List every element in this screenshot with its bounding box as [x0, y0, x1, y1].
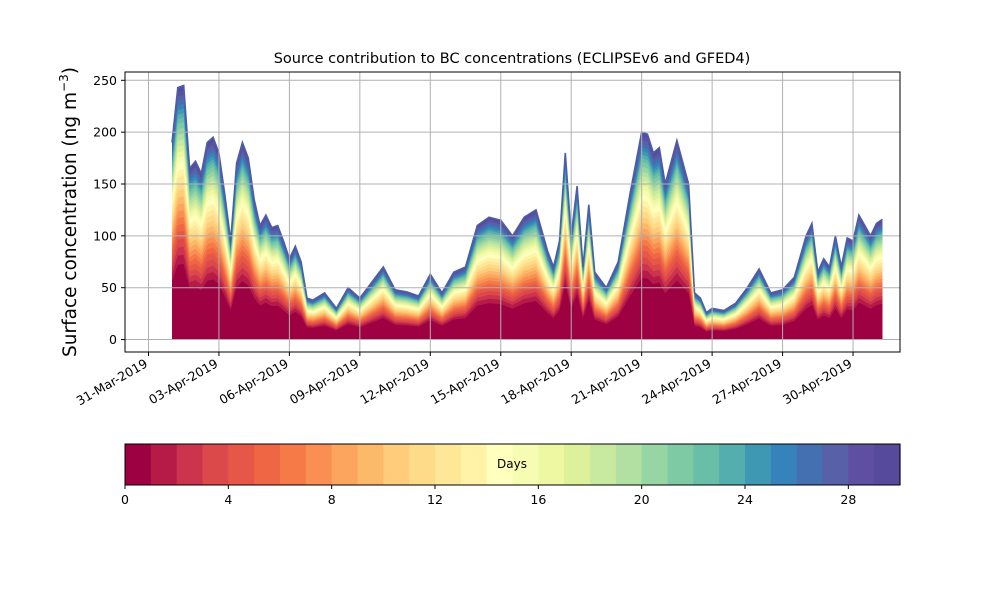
colorbar-swatch — [641, 444, 669, 485]
colorbar-swatch — [460, 444, 488, 485]
colorbar-swatch — [770, 444, 798, 485]
colorbar-swatch — [228, 444, 255, 485]
colorbar-swatch — [745, 444, 772, 485]
y-tick-label: 0 — [109, 332, 117, 347]
colorbar-swatch — [719, 444, 746, 485]
colorbar-swatch — [435, 444, 462, 485]
colorbar-tick-label: 16 — [530, 492, 546, 507]
grid-lines — [125, 72, 900, 352]
colorbar-frame — [124, 443, 901, 486]
colorbar-swatch — [409, 444, 436, 485]
colorbar-tick-label: 28 — [840, 492, 856, 507]
chart-title: Source contribution to BC concentrations… — [274, 51, 751, 67]
colorbar-swatch — [254, 444, 281, 485]
stacked-area-layers — [172, 85, 883, 340]
colorbar-swatch — [383, 444, 410, 485]
colorbar-swatch — [305, 444, 333, 485]
y-tick-label: 150 — [93, 177, 117, 192]
colorbar-tick-label: 24 — [737, 492, 753, 507]
colorbar-tick-label: 8 — [328, 492, 336, 507]
colorbar-swatch — [176, 444, 204, 485]
area-layer-day-0 — [172, 264, 883, 340]
y-tick-label: 100 — [93, 228, 117, 243]
plot-frame — [124, 71, 901, 353]
y-axis-label-close: ) — [60, 67, 81, 74]
colorbar-swatch — [486, 444, 514, 485]
colorbar-swatch — [357, 444, 384, 485]
y-axis-label-exponent: −3 — [57, 74, 71, 92]
colorbar-swatch — [822, 444, 849, 485]
colorbar-swatch — [564, 444, 591, 485]
colorbar-tick-label: 4 — [224, 492, 232, 507]
colorbar-swatch — [125, 444, 152, 485]
colorbar-swatch — [615, 444, 643, 485]
colorbar-tick-label: 20 — [634, 492, 650, 507]
colorbar-swatch — [796, 444, 824, 485]
colorbar-swatch — [874, 444, 901, 485]
y-tick-label: 250 — [93, 73, 117, 88]
colorbar-swatch — [150, 444, 178, 485]
colorbar-label: Days — [497, 457, 527, 471]
y-tick-label: 200 — [93, 125, 117, 140]
colorbar-swatch — [280, 444, 307, 485]
colorbar-swatch — [512, 444, 539, 485]
y-axis: 0 50 100 150 200 250 — [93, 73, 125, 347]
colorbar: 0 4 8 12 16 20 24 28 — [121, 443, 901, 507]
colorbar-tick-label: 12 — [427, 492, 443, 507]
colorbar-swatch — [590, 444, 617, 485]
colorbar-swatch — [667, 444, 694, 485]
colorbar-tick-label: 0 — [121, 492, 129, 507]
colorbar-swatch — [693, 444, 720, 485]
colorbar-swatch — [848, 444, 875, 485]
colorbar-swatch — [202, 444, 229, 485]
total-concentration-line — [171, 84, 883, 314]
y-axis-label: Surface concentration (ng m−3) — [57, 67, 81, 357]
colorbar-swatch — [538, 444, 565, 485]
colorbar-swatch — [331, 444, 359, 485]
y-tick-label: 50 — [101, 280, 117, 295]
